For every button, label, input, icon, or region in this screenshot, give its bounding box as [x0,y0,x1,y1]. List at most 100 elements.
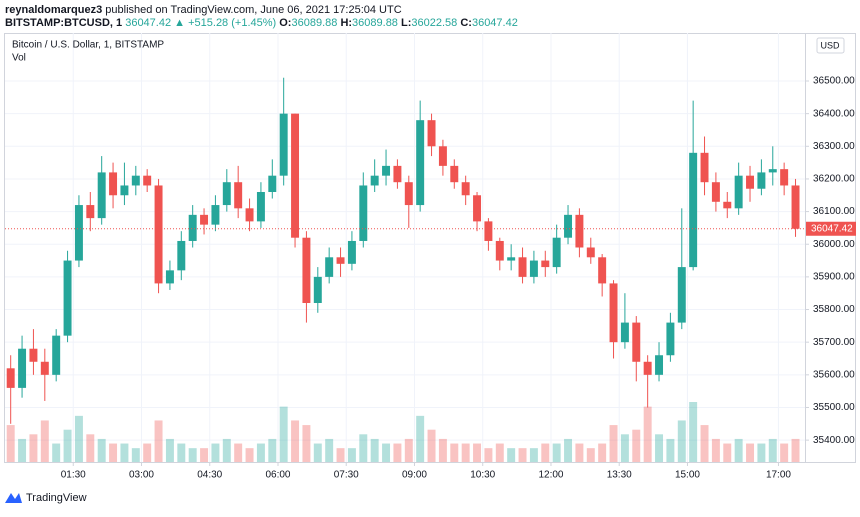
currency[interactable]: USD [820,40,840,50]
grid [5,33,805,462]
y-tick-label: 35700.00 [813,337,855,348]
y-tick-label: 36100.00 [813,206,855,217]
volume-bar [302,425,311,462]
h: 36089.88 [352,17,398,29]
volume-label: Vol [12,53,26,64]
candle-body [268,175,277,192]
published: published on TradingView.com, June 06, 2… [105,4,401,16]
volume-bar [632,429,641,462]
candle-body [780,169,789,186]
last-price-label: 36047.42 [811,223,853,234]
currency-box[interactable] [816,37,845,54]
x-tick-label: 01:30 [61,470,86,481]
volume-bar [575,443,584,462]
y-tick-label: 36000.00 [813,239,855,250]
candle-body [450,165,459,183]
volume-bar [461,443,470,462]
volume-bar [131,448,140,462]
candle-body [120,185,129,196]
volume-bar [586,448,595,462]
volume-bar [564,438,573,462]
candle-body [211,205,220,225]
volume-bar [109,443,118,462]
arrow: ▲ [174,17,185,29]
chart-title: Bitcoin / U.S. Dollar, 1, BITSTAMP [12,40,164,51]
volume-bar [529,448,538,462]
candle-body [575,214,584,248]
volume-bar [188,448,197,462]
symbol: BITSTAMP:BTCUSD, 1 [5,17,122,29]
volume-bar [120,443,129,462]
y-tick-label: 35400.00 [813,435,855,446]
volume-bar [222,438,231,462]
candle-body [438,146,447,166]
volume-bar [200,448,209,462]
candle-body [700,152,709,183]
l: 36022.58 [411,17,457,29]
candle-body [325,257,334,277]
y-tick-label: 36400.00 [813,108,855,119]
volume-bar [473,443,482,462]
candle-body [359,185,368,241]
volume-bar [165,438,174,462]
volume-bar [450,443,459,462]
y-tick-label: 35800.00 [813,304,855,315]
candle-body [40,361,49,375]
candle-body [598,257,607,284]
volume-bar [507,448,516,462]
candle-body [529,260,538,277]
volume-bar [689,402,698,462]
volume-bar [40,420,49,462]
volume-bar [86,434,95,462]
candle-body [473,195,482,222]
candle-body [279,113,288,176]
candle-body [86,205,95,219]
volume-bar [711,438,720,462]
volume-bar [359,434,368,462]
o-label: O: [279,17,291,29]
volume-bar [552,443,561,462]
candle-body [131,175,140,186]
candle-body [143,175,152,186]
volume-bar [154,420,163,462]
candle-body [177,240,186,271]
candle-body [18,348,27,388]
y-tick-label: 36200.00 [813,174,855,185]
logo [5,493,22,503]
candle-body [689,152,698,268]
candle-body [632,322,641,362]
volume-bar [700,425,709,462]
volume-bar [416,415,425,462]
volume-bar [746,443,755,462]
volume-bar [63,429,72,462]
x-tick-label: 15:00 [675,470,700,481]
candle-body [666,322,675,356]
candle-body [154,185,163,284]
candle-body [222,182,231,206]
volume-bar [370,438,379,462]
axes: 35400.00 35500.00 35600.00 35700.00 35800.00… [61,76,856,481]
volume-bar [438,438,447,462]
volume-bar [97,438,106,462]
candle-body [97,172,106,219]
candle-body [347,240,356,264]
volume-bar [768,438,777,462]
candle-body [336,257,345,264]
candle-body [370,175,379,186]
candle-body [643,361,652,375]
c: 36047.42 [472,17,518,29]
candle-body [6,368,15,388]
candle-body [723,201,732,209]
candle-body [302,237,311,304]
volume-bar [780,443,789,462]
volume-bar [393,443,402,462]
volume-bar [791,438,800,462]
symbol-line: BITSTAMP:BTCUSD, 1 36047.42 ▲ +515.28 (+… [5,17,518,29]
candle-body [677,267,686,323]
volume-bar [74,415,83,462]
candle-body [655,355,664,375]
candle-body [313,276,322,304]
change: +515.28 (+1.45%) [188,17,276,29]
y-tick-label: 36300.00 [813,141,855,152]
x-tick-label: 10:30 [470,470,495,481]
